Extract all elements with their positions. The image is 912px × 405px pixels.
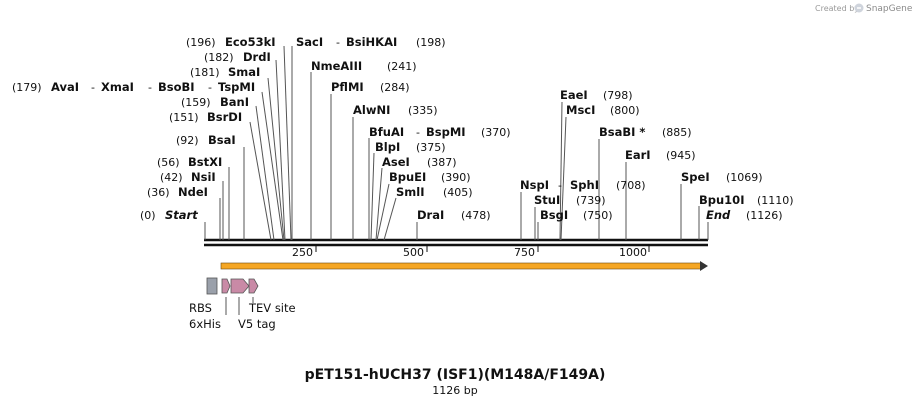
avai-label: AvaI — [51, 80, 79, 94]
drdi-pos: (182) — [204, 51, 234, 64]
bstxi-pos: (56) — [157, 156, 180, 169]
bsgi-pos: (750) — [583, 209, 613, 222]
msci-label: MscI — [566, 103, 595, 117]
site-leaders — [204, 45, 709, 241]
bsihkai-label: BsiHKAI — [346, 35, 397, 49]
pflmi-label: PflMI — [331, 80, 364, 94]
nsii-pos: (42) — [160, 171, 183, 184]
end-label: End — [706, 208, 731, 222]
xmai-label: XmaI — [101, 80, 134, 94]
nmeaiii-pos: (241) — [387, 60, 417, 73]
nmeaiii-label: NmeAIII — [311, 59, 362, 73]
nspi-pos: (708) — [616, 179, 646, 192]
nsii-label: NsiI — [191, 170, 216, 184]
orf-arrow — [220, 261, 708, 271]
spei-label: SpeI — [681, 170, 710, 184]
scale-ticks: 250 500 750 1000 — [292, 245, 650, 259]
bsobi-label: BsoBI — [158, 80, 195, 94]
msci-pos: (800) — [610, 104, 640, 117]
tick-label: 250 — [292, 246, 313, 259]
saci-pos: (198) — [416, 36, 446, 49]
start-label: Start — [165, 208, 198, 222]
bpuei-pos: (390) — [441, 171, 471, 184]
bsabi-pos: (885) — [662, 126, 692, 139]
eaei-pos: (798) — [603, 89, 633, 102]
eaei-label: EaeI — [560, 88, 588, 102]
tspmi-label: TspMI — [218, 80, 255, 94]
nspi-label: NspI — [520, 178, 549, 192]
bsabi-label: BsaBI * — [599, 125, 645, 139]
feature-leaders — [225, 297, 254, 315]
tick-label: 750 — [514, 246, 535, 259]
separator: - — [558, 179, 562, 192]
tick-label: 500 — [403, 246, 424, 259]
rbs-feature — [206, 277, 218, 295]
tick-label: 1000 — [619, 246, 647, 259]
bsai-pos: (92) — [176, 134, 199, 147]
ndei-label: NdeI — [178, 185, 208, 199]
sphi-label: SphI — [570, 178, 599, 192]
bpuei-label: BpuEI — [389, 170, 426, 184]
alwni-label: AlwNI — [353, 103, 390, 117]
bsai-label: BsaI — [208, 133, 236, 147]
separator: - — [416, 126, 420, 139]
alwni-pos: (335) — [408, 104, 438, 117]
map-title: pET151-hUCH37 (ISF1)(M148A/F149A) — [305, 367, 606, 383]
bfuai-pos: (370) — [481, 126, 511, 139]
start-pos: (0) — [140, 209, 156, 222]
eari-label: EarI — [625, 148, 651, 162]
tev-feature — [248, 278, 259, 294]
separator: - — [91, 81, 95, 94]
map-subtitle: 1126 bp — [432, 384, 477, 397]
bpu10i-label: Bpu10I — [699, 193, 744, 207]
created-by-text: Created by — [815, 4, 859, 13]
asei-label: AseI — [382, 155, 410, 169]
bsrdi-pos: (151) — [169, 111, 199, 124]
bfuai-label: BfuAI — [369, 125, 404, 139]
asei-pos: (387) — [427, 156, 457, 169]
bspmi-label: BspMI — [426, 125, 466, 139]
snapgene-brand: SnapGene — [866, 4, 912, 14]
his-label: 6xHis — [189, 317, 221, 331]
smai-pos: (181) — [190, 66, 220, 79]
stui-pos: (739) — [576, 194, 606, 207]
smli-pos: (405) — [443, 186, 473, 199]
bsrdi-label: BsrDI — [207, 110, 242, 124]
drai-pos: (478) — [461, 209, 491, 222]
eco53ki-pos: (196) — [186, 36, 216, 49]
separator: - — [148, 81, 152, 94]
bstxi-label: BstXI — [188, 155, 222, 169]
v5-label: V5 tag — [238, 317, 276, 331]
saci-label: SacI — [296, 35, 323, 49]
eari-pos: (945) — [666, 149, 696, 162]
tev-label: TEV site — [248, 301, 296, 315]
backbone — [204, 238, 708, 247]
separator: - — [336, 36, 340, 49]
v5-feature — [230, 278, 250, 294]
blpi-pos: (375) — [416, 141, 446, 154]
stui-label: StuI — [534, 193, 560, 207]
eco53ki-label: Eco53kI — [225, 35, 276, 49]
end-pos: (1126) — [746, 209, 783, 222]
drai-label: DraI — [417, 208, 444, 222]
smli-label: SmlI — [396, 185, 425, 199]
bpu10i-pos: (1110) — [757, 194, 794, 207]
rbs-label: RBS — [189, 301, 212, 315]
separator: - — [208, 81, 212, 94]
smai-label: SmaI — [228, 65, 260, 79]
bani-label: BanI — [220, 95, 249, 109]
his-feature — [221, 278, 231, 294]
drdi-label: DrdI — [243, 50, 271, 64]
avai-pos: (179) — [12, 81, 42, 94]
ndei-pos: (36) — [147, 186, 170, 199]
bani-pos: (159) — [181, 96, 211, 109]
spei-pos: (1069) — [726, 171, 763, 184]
bsgi-label: BsgI — [540, 208, 568, 222]
feature-boxes — [206, 277, 259, 295]
pflmi-pos: (284) — [380, 81, 410, 94]
blpi-label: BlpI — [375, 140, 400, 154]
snapgene-logo-icon — [854, 3, 864, 13]
